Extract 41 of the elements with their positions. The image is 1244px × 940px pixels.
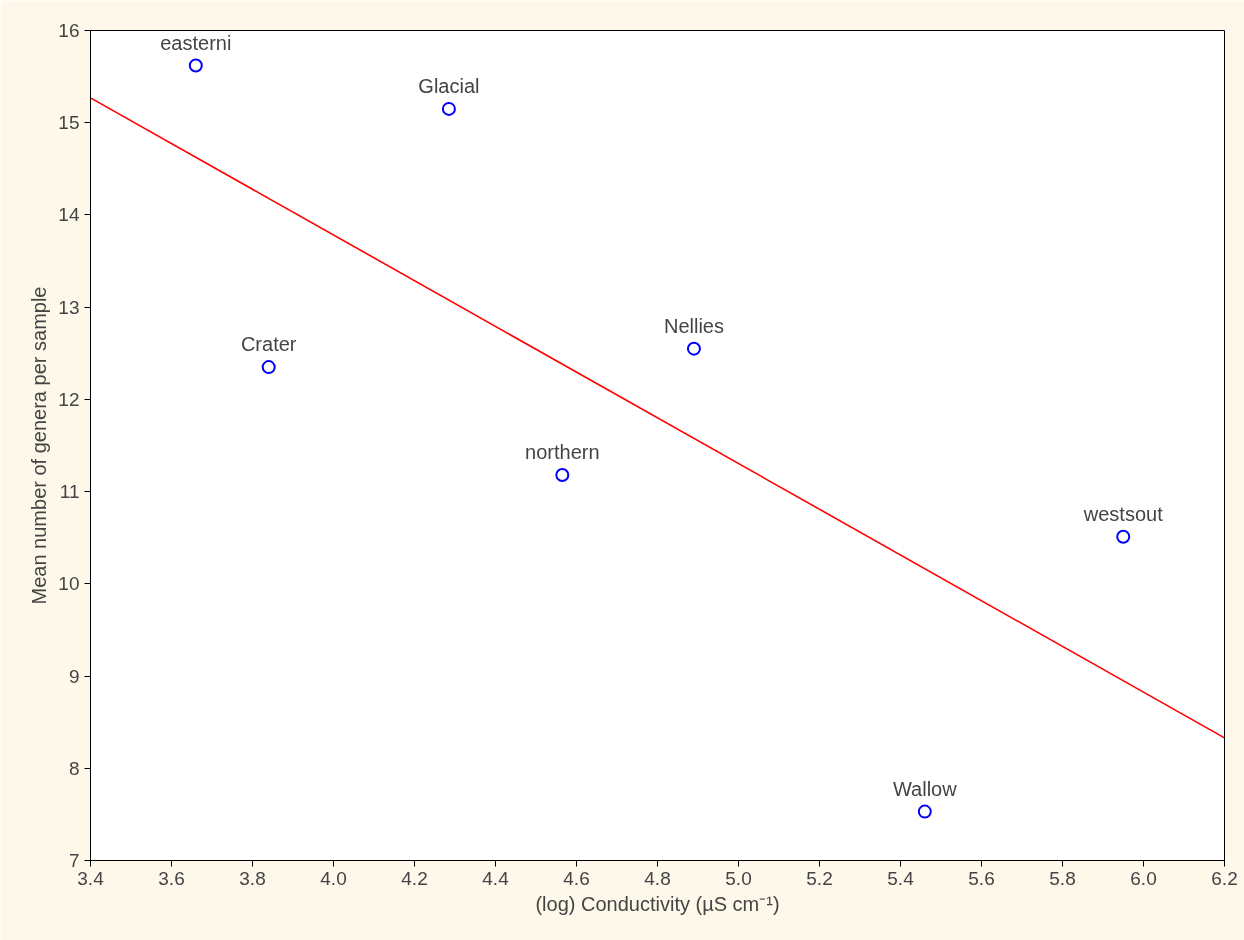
x-tick-label: 5.2 (806, 867, 833, 889)
annotation: Wallow (892, 777, 958, 800)
x-tick-label: 6.0 (1130, 867, 1157, 889)
x-tick-label: 3.8 (239, 867, 266, 889)
point (1116, 529, 1131, 544)
y-tick-label: 11 (59, 481, 80, 503)
y-tick-label: 15 (58, 112, 80, 134)
x-axis-title: (log) Conductivity (µS cm⁻¹) (535, 892, 780, 915)
point (917, 804, 932, 819)
x-tick-label: 4.4 (482, 867, 510, 889)
y-tick-label: 10 (58, 573, 80, 595)
x-tick-label: 3.4 (77, 867, 105, 889)
annotation: Glacial (418, 74, 480, 97)
x-tick-label: 5.0 (725, 867, 752, 889)
x-tick-label: 5.8 (1049, 867, 1076, 889)
point (686, 341, 701, 356)
x-tick-label: 4.8 (644, 867, 671, 889)
x-tick-label: 4.0 (320, 867, 347, 889)
x-tick-label: 6.2 (1211, 867, 1238, 889)
point (188, 58, 203, 73)
annotation: Nellies (663, 314, 724, 337)
y-tick-label: 12 (58, 388, 80, 410)
annotation: Crater (240, 333, 297, 356)
annotation: northern (525, 441, 600, 464)
x-tick-label: 5.4 (887, 867, 915, 889)
y-tick-label: 7 (68, 850, 80, 871)
x-tick-label: 5.6 (968, 867, 995, 889)
y-tick-label: 16 (58, 20, 80, 41)
x-tick-label: 4.6 (563, 867, 590, 889)
y-tick-label: 8 (68, 757, 80, 779)
y-tick-label: 9 (68, 665, 80, 687)
y-tick-label: 13 (58, 296, 80, 318)
point (555, 468, 570, 482)
point (261, 360, 276, 375)
x-tick-label: 4.2 (401, 867, 428, 889)
point (441, 101, 456, 116)
annotation: westsout (1082, 502, 1164, 525)
y-tick-label: 14 (58, 204, 80, 226)
annotation: easterni (160, 31, 232, 54)
x-tick-label: 3.6 (158, 867, 185, 889)
y-axis-title: Mean number of genera per sample (28, 286, 51, 605)
